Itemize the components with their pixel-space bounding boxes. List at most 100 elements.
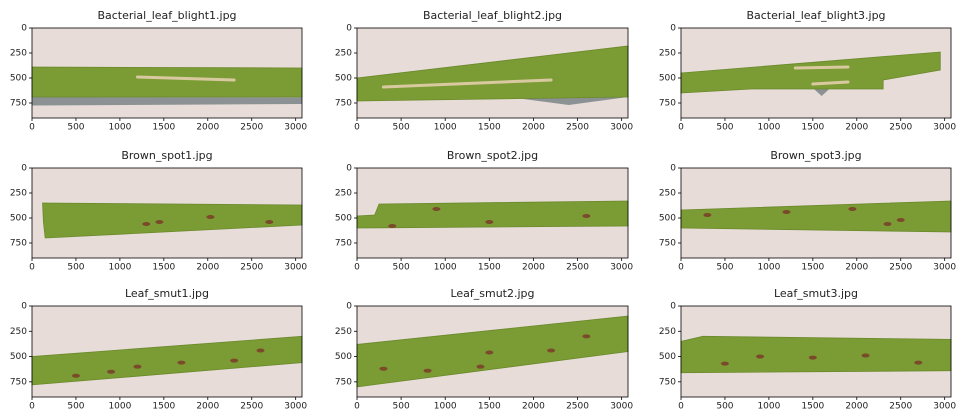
y-tick-label: 750 <box>10 99 27 109</box>
x-tick-label: 2000 <box>522 402 545 412</box>
subplot: Brown_spot3.jpg 0 500 1000 1500 2000 2500 3000 0… <box>659 149 957 273</box>
x-tick-label: 1500 <box>152 123 175 133</box>
x-tick-label: 3000 <box>610 263 633 273</box>
x-tick-label: 2500 <box>889 402 912 412</box>
x-tick-label: 3000 <box>933 123 956 133</box>
subplot-title: Brown_spot1.jpg <box>121 149 212 162</box>
axes-frame <box>356 305 629 398</box>
y-tick-label: 250 <box>10 327 27 337</box>
y-tick-label: 500 <box>335 214 352 224</box>
lesion <box>155 220 164 224</box>
lesion <box>547 348 556 353</box>
x-tick-label: 1500 <box>801 402 824 412</box>
y-tick-label: 0 <box>21 164 27 174</box>
x-tick-label: 0 <box>29 123 35 133</box>
leaf-shadow <box>515 97 628 105</box>
x-tick-label: 2500 <box>566 263 589 273</box>
lesion <box>432 207 441 211</box>
x-tick-label: 3000 <box>933 263 956 273</box>
y-tick-label: 250 <box>10 189 27 199</box>
x-tick-label: 500 <box>393 402 410 412</box>
x-tick-label: 3000 <box>610 123 633 133</box>
lesion <box>476 364 485 369</box>
lesion <box>793 65 850 70</box>
y-tick-label: 750 <box>10 377 27 387</box>
subplot-title: Leaf_smut3.jpg <box>774 287 858 300</box>
y-tick-label: 250 <box>335 189 352 199</box>
subplot: Leaf_smut2.jpg 0 500 1000 1500 2000 2500 3000 0 2… <box>335 287 634 412</box>
lesion <box>133 364 142 369</box>
lesion <box>582 334 591 339</box>
y-tick-label: 750 <box>335 377 352 387</box>
leaf-shadow <box>812 88 831 96</box>
x-tick-label: 500 <box>67 263 84 273</box>
lesion <box>381 78 553 89</box>
x-tick-label: 3000 <box>933 402 956 412</box>
x-tick-label: 1000 <box>757 263 780 273</box>
x-tick-label: 2000 <box>845 263 868 273</box>
lesion <box>107 369 116 374</box>
lesion <box>230 358 239 363</box>
y-tick-label: 500 <box>335 74 352 84</box>
lesion <box>861 353 870 358</box>
x-tick-label: 0 <box>678 123 684 133</box>
x-tick-label: 2500 <box>240 123 263 133</box>
x-tick-label: 500 <box>67 402 84 412</box>
y-tick-label: 0 <box>346 164 352 174</box>
x-tick-label: 1000 <box>108 123 131 133</box>
x-tick-label: 2500 <box>240 263 263 273</box>
y-tick-label: 500 <box>659 74 676 84</box>
y-tick-label: 0 <box>21 302 27 312</box>
axes-frame <box>31 27 303 119</box>
axes-frame <box>680 167 952 259</box>
x-tick-label: 1500 <box>478 123 501 133</box>
x-tick-label: 2000 <box>522 263 545 273</box>
x-tick-label: 0 <box>354 402 360 412</box>
x-tick-label: 1000 <box>108 263 131 273</box>
x-tick-label: 3000 <box>284 263 307 273</box>
lesion <box>265 220 274 224</box>
lesion <box>177 360 186 365</box>
subplot: Leaf_smut1.jpg 0 500 1000 1500 2000 2500 3000 0 2… <box>10 287 308 412</box>
lesion <box>582 214 591 218</box>
subplot: Brown_spot2.jpg 0 500 1000 1500 2000 2500 3000 0… <box>335 149 634 273</box>
y-tick-label: 0 <box>670 24 676 34</box>
leaf <box>31 66 303 98</box>
y-tick-label: 750 <box>335 99 352 109</box>
leaf <box>680 51 941 94</box>
y-tick-label: 0 <box>21 24 27 34</box>
subplot-title: Leaf_smut2.jpg <box>450 287 534 300</box>
y-tick-label: 750 <box>659 239 676 249</box>
y-tick-label: 500 <box>10 214 27 224</box>
x-tick-label: 500 <box>716 263 733 273</box>
lesion <box>423 368 432 373</box>
leaf <box>42 202 303 239</box>
subplot-title: Leaf_smut1.jpg <box>125 287 209 300</box>
lesion <box>896 218 905 222</box>
y-tick-label: 500 <box>335 352 352 362</box>
lesion <box>135 75 236 82</box>
x-tick-label: 2000 <box>196 123 219 133</box>
x-tick-label: 2000 <box>522 123 545 133</box>
y-tick-label: 250 <box>335 49 352 59</box>
subplot: Bacterial_leaf_blight2.jpg 0 500 1000 1500 20… <box>335 9 634 133</box>
x-tick-label: 1500 <box>801 123 824 133</box>
x-tick-label: 2500 <box>240 402 263 412</box>
x-tick-label: 2500 <box>566 123 589 133</box>
subplot: Bacterial_leaf_blight3.jpg 0 500 1000 1500 20… <box>659 9 957 133</box>
y-tick-label: 0 <box>670 164 676 174</box>
lesion <box>720 361 729 366</box>
lesion <box>811 80 850 86</box>
lesion <box>703 213 712 217</box>
x-tick-label: 1000 <box>434 263 457 273</box>
x-tick-label: 0 <box>354 123 360 133</box>
x-tick-label: 2500 <box>889 263 912 273</box>
y-tick-label: 0 <box>346 302 352 312</box>
subplot: Bacterial_leaf_blight1.jpg 0 500 1000 1500 20… <box>10 9 308 133</box>
x-tick-label: 0 <box>29 263 35 273</box>
x-tick-label: 1000 <box>757 402 780 412</box>
lesion <box>379 366 388 371</box>
lesion <box>142 222 151 226</box>
x-tick-label: 500 <box>67 123 84 133</box>
subplot: Leaf_smut3.jpg 0 500 1000 1500 2000 2500 3000 0 2… <box>659 287 957 412</box>
